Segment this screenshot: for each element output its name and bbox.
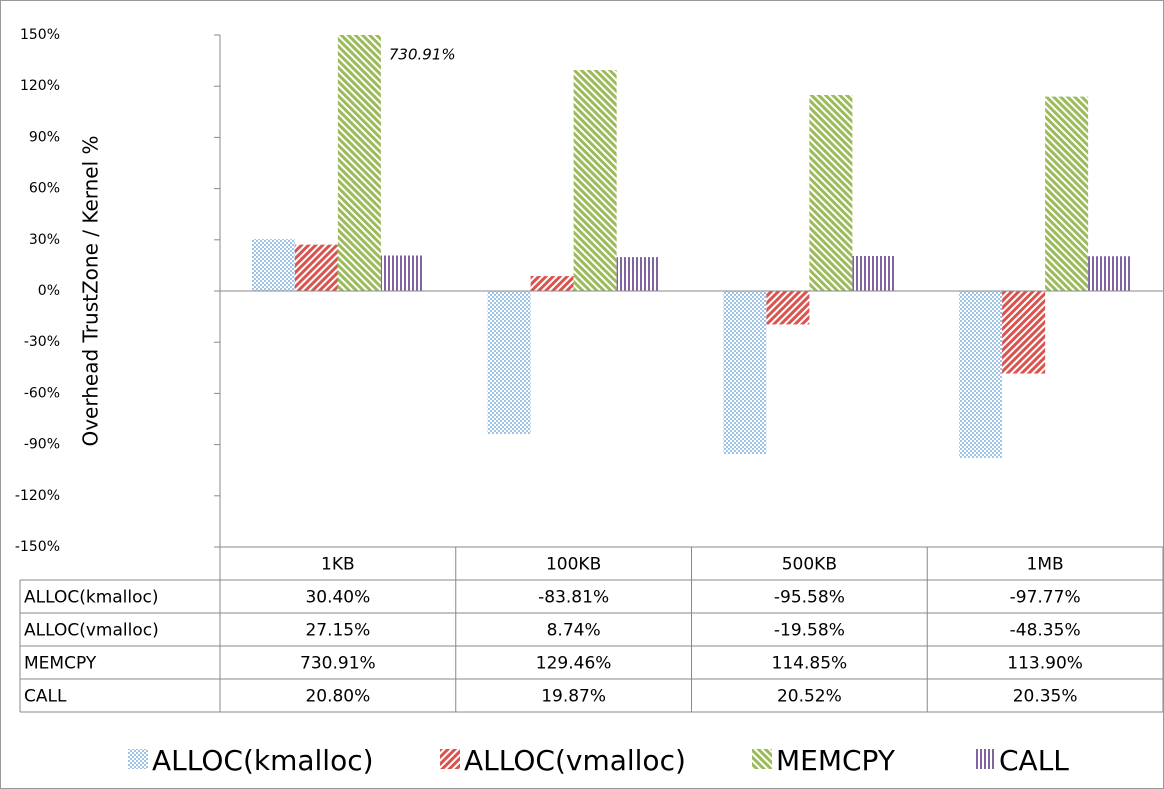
- bar: [1088, 256, 1132, 291]
- bar: [380, 255, 424, 291]
- table-cell: -97.77%: [1010, 588, 1081, 608]
- legend-label: ALLOC(vmalloc): [464, 744, 686, 777]
- legend-label: CALL: [999, 744, 1069, 777]
- legend-swatch: [128, 749, 148, 769]
- table-cell: 8.74%: [547, 621, 601, 641]
- table-cell: -19.58%: [774, 621, 845, 641]
- bar: [723, 291, 767, 455]
- table-cell: 19.87%: [541, 687, 606, 707]
- bar: [573, 70, 617, 291]
- table-row-label: MEMCPY: [24, 654, 97, 674]
- bar: [766, 291, 810, 325]
- bar: [1045, 96, 1089, 292]
- y-tick-label: 0%: [38, 283, 60, 299]
- table-header: 100KB: [546, 555, 601, 575]
- table-cell: 20.35%: [1013, 687, 1078, 707]
- table-row-label: ALLOC(kmalloc): [24, 588, 159, 608]
- bars: [251, 35, 1132, 458]
- y-axis-title: Overhead TrustZone / Kernel %: [79, 135, 103, 446]
- bar: [294, 244, 338, 291]
- annotation: 730.91%: [389, 46, 456, 64]
- y-tick-label: 150%: [20, 27, 60, 43]
- table-cell: 20.52%: [777, 687, 842, 707]
- legend-swatch: [975, 749, 995, 769]
- table-cell: 113.90%: [1007, 654, 1083, 674]
- bar: [487, 291, 531, 435]
- bar: [337, 35, 381, 291]
- table-cell: -95.58%: [774, 588, 845, 608]
- table-cell: 30.40%: [305, 588, 370, 608]
- table-cell: 129.46%: [536, 654, 612, 674]
- legend-swatch: [440, 749, 460, 769]
- bar: [959, 291, 1003, 458]
- y-tick-label: -90%: [24, 437, 60, 453]
- bar: [616, 257, 660, 291]
- legend-label: ALLOC(kmalloc): [152, 744, 374, 777]
- table-row-label: ALLOC(vmalloc): [24, 621, 159, 641]
- table-cell: -48.35%: [1010, 621, 1081, 641]
- table-cell: 27.15%: [305, 621, 370, 641]
- y-tick-label: -30%: [24, 334, 60, 350]
- table-header: 1MB: [1027, 555, 1064, 575]
- table-header: 1KB: [321, 555, 355, 575]
- table-row-label: CALL: [24, 687, 67, 707]
- table-cell: -83.81%: [538, 588, 609, 608]
- y-tick-label: 60%: [29, 181, 60, 197]
- bar: [530, 276, 574, 291]
- y-tick-label: -150%: [15, 539, 60, 555]
- y-tick-label: -60%: [24, 385, 60, 401]
- y-tick-label: 90%: [29, 129, 60, 145]
- table-cell: 114.85%: [772, 654, 848, 674]
- bar: [809, 94, 853, 291]
- table-cell: 730.91%: [300, 654, 376, 674]
- bar: [251, 239, 295, 291]
- legend-swatch: [752, 749, 772, 769]
- table-header: 500KB: [782, 555, 837, 575]
- legend-label: MEMCPY: [776, 744, 896, 777]
- y-tick-label: 120%: [20, 78, 60, 94]
- bar: [852, 255, 896, 291]
- y-tick-label: 30%: [29, 232, 60, 248]
- y-tick-label: -120%: [15, 488, 60, 504]
- table-cell: 20.80%: [305, 687, 370, 707]
- bar: [1002, 291, 1046, 374]
